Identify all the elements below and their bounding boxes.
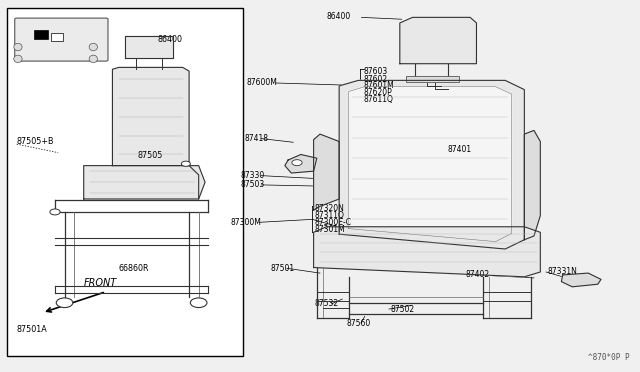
Circle shape <box>50 209 60 215</box>
Text: 87560: 87560 <box>346 319 371 328</box>
Circle shape <box>292 160 302 166</box>
Text: FRONT: FRONT <box>84 278 117 288</box>
Polygon shape <box>285 154 317 173</box>
Text: 86400: 86400 <box>326 12 351 21</box>
Text: 87320N: 87320N <box>315 205 345 214</box>
Text: ^870*0P P: ^870*0P P <box>588 353 630 362</box>
Text: 87502: 87502 <box>390 305 414 314</box>
Bar <box>7 8 243 356</box>
Text: 87331N: 87331N <box>547 267 577 276</box>
Text: 87418: 87418 <box>244 134 269 143</box>
Text: 87601M: 87601M <box>364 81 394 90</box>
Ellipse shape <box>89 55 97 62</box>
Polygon shape <box>84 166 205 199</box>
Polygon shape <box>339 80 524 249</box>
Ellipse shape <box>14 55 22 62</box>
Text: 87620P: 87620P <box>364 88 392 97</box>
Circle shape <box>181 161 190 166</box>
Circle shape <box>190 298 207 308</box>
Text: 87501A: 87501A <box>17 325 47 334</box>
FancyBboxPatch shape <box>15 18 108 61</box>
Polygon shape <box>125 36 173 58</box>
Text: 87401: 87401 <box>448 145 472 154</box>
Text: 66860R: 66860R <box>119 264 149 273</box>
Text: 87300M: 87300M <box>230 218 262 227</box>
Text: 87402: 87402 <box>466 270 490 279</box>
Ellipse shape <box>14 43 22 51</box>
Bar <box>406 76 459 82</box>
Text: 87600M: 87600M <box>246 78 277 87</box>
Text: 87505: 87505 <box>138 151 163 160</box>
Text: 87300E-C: 87300E-C <box>315 218 352 227</box>
Text: 87330: 87330 <box>240 171 264 180</box>
Text: 87301M: 87301M <box>315 225 346 234</box>
Polygon shape <box>400 17 476 64</box>
Polygon shape <box>314 227 540 277</box>
Polygon shape <box>561 273 601 287</box>
Text: 87603: 87603 <box>364 67 388 76</box>
Polygon shape <box>314 134 339 210</box>
Text: 87503: 87503 <box>240 180 264 189</box>
Circle shape <box>56 298 73 308</box>
Ellipse shape <box>89 43 97 51</box>
Text: 87311Q: 87311Q <box>315 211 345 220</box>
Text: 87611Q: 87611Q <box>364 95 394 104</box>
Polygon shape <box>349 87 511 241</box>
Text: 87505+B: 87505+B <box>17 137 54 146</box>
Polygon shape <box>524 131 540 240</box>
Bar <box>51 33 63 41</box>
Text: 87532: 87532 <box>315 299 339 308</box>
Text: 87602: 87602 <box>364 75 388 84</box>
Text: 87501: 87501 <box>270 264 294 273</box>
Text: 86400: 86400 <box>158 35 183 44</box>
Bar <box>34 30 48 39</box>
Polygon shape <box>113 67 189 166</box>
